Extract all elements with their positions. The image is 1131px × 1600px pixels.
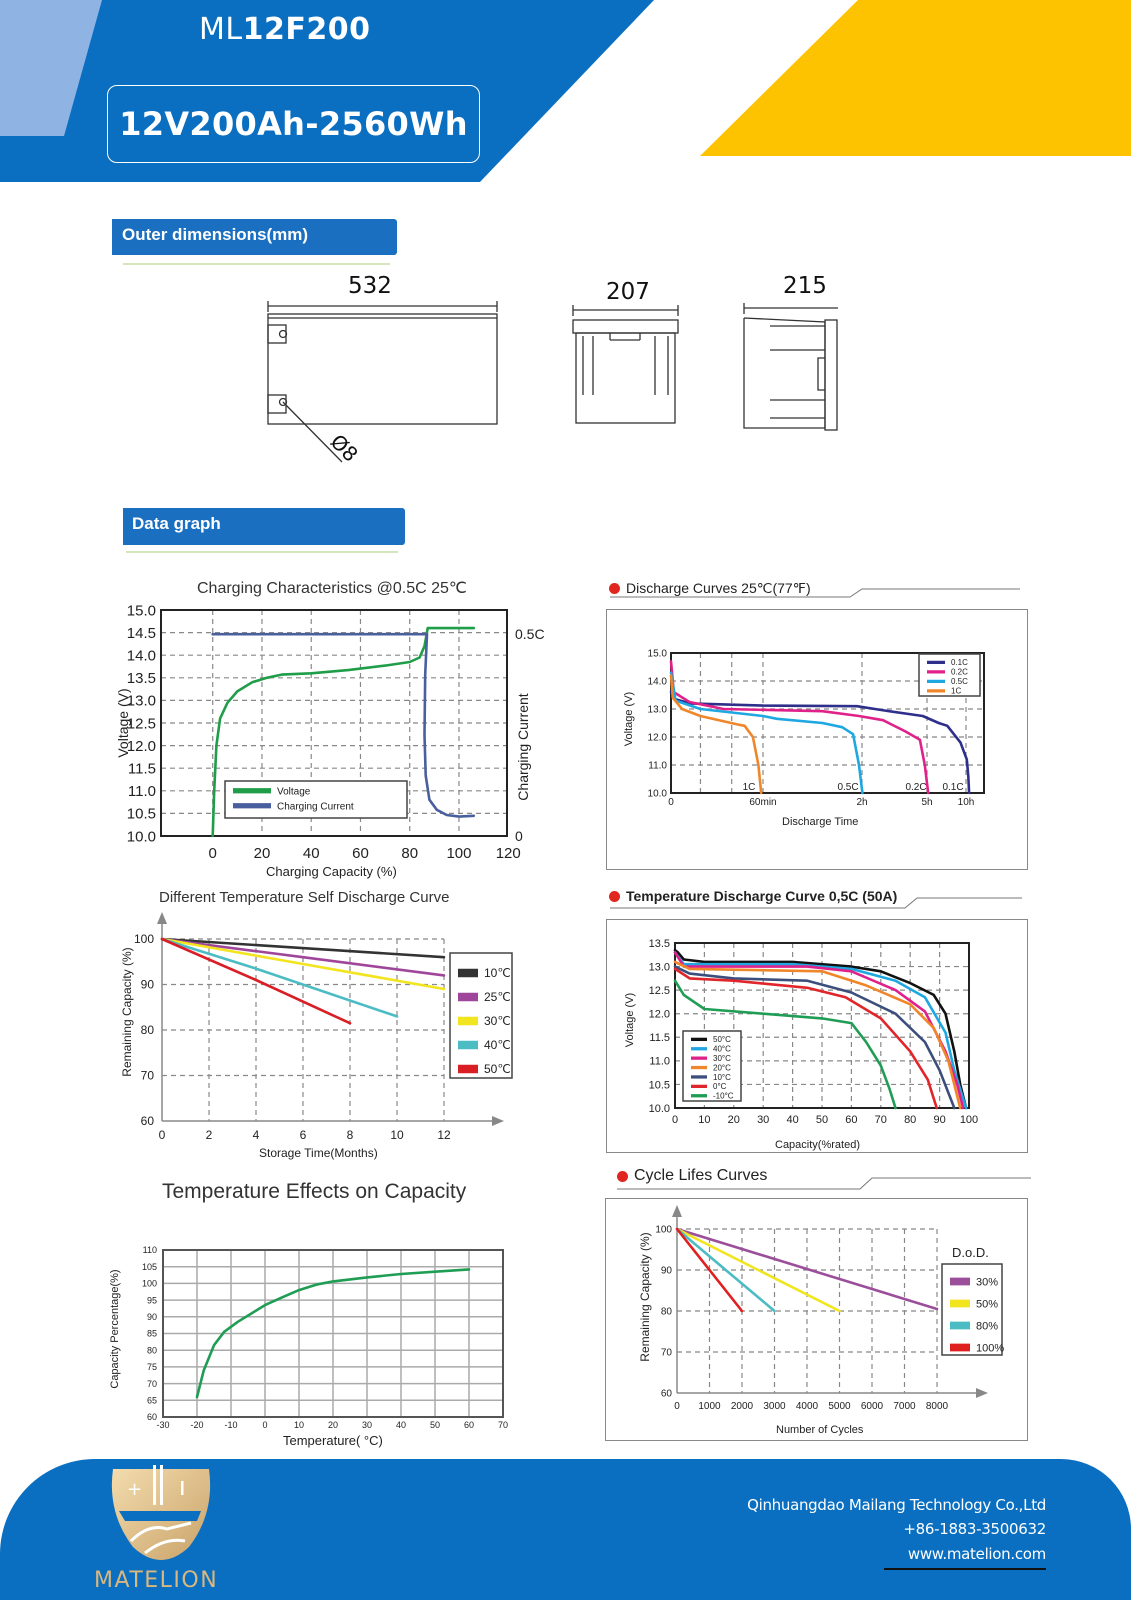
- header-yellow-accent: [700, 0, 1131, 156]
- cycle-panel: [605, 1198, 1028, 1441]
- website-underline: [884, 1568, 1046, 1570]
- discharge-panel: [606, 609, 1028, 870]
- battery-side-drawing: [572, 305, 679, 424]
- spec-badge: 12V200Ah-2560Wh: [107, 85, 480, 163]
- model-code: 12F200: [242, 12, 371, 47]
- y-axis-label: Remaining Capacity (%): [638, 1232, 652, 1362]
- temp-discharge-panel: [606, 919, 1028, 1153]
- discharge-header: Discharge Curves 25℃(77℉): [609, 580, 811, 597]
- model-prefix: ML: [199, 12, 243, 47]
- company-name: Qinhuangdao Mailang Technology Co.,Ltd: [747, 1496, 1046, 1514]
- x-axis-label: Number of Cycles: [776, 1424, 864, 1436]
- header-light-blue-accent: [0, 0, 102, 136]
- y2-axis-label: Charging Current: [515, 693, 531, 801]
- panel-header-line: [617, 1177, 1031, 1190]
- y-axis-label: Capacity Percentage(%): [109, 1269, 121, 1389]
- matelion-logo-icon: +: [111, 1465, 211, 1560]
- section-data-graph: Data graph: [123, 508, 405, 545]
- dimension-height: 215: [783, 273, 827, 299]
- x-axis-label: Temperature( °C): [283, 1433, 383, 1448]
- x-axis-label: Storage Time(Months): [259, 1146, 378, 1160]
- dimension-width: 207: [606, 279, 650, 305]
- chart-title: Temperature Discharge Curve 0,5C (50A): [626, 888, 898, 904]
- website-link[interactable]: www.matelion.com: [907, 1545, 1046, 1563]
- y-axis-label: Voltage (V): [624, 992, 636, 1048]
- x-axis-label: Charging Capacity (%): [266, 864, 397, 879]
- section-outer-dimensions: Outer dimensions(mm): [112, 219, 397, 255]
- x-axis-label: Capacity(%rated): [775, 1139, 860, 1151]
- charging-title: Charging Characteristics @0.5C 25℃: [197, 580, 467, 597]
- model-number: ML12F200: [199, 12, 370, 47]
- y-axis-label: Remaining Capacity (%): [120, 947, 134, 1077]
- bullet-icon: [609, 583, 620, 594]
- header-blue-band: [0, 0, 654, 182]
- chart-title: Cycle Lifes Curves: [634, 1167, 768, 1184]
- y-axis-label: Voltage (V): [623, 691, 635, 747]
- bullet-icon: [617, 1170, 628, 1182]
- cycle-header: Cycle Lifes Curves: [617, 1167, 767, 1185]
- legend-title: D.o.D.: [952, 1245, 989, 1260]
- panel-header-line: [610, 588, 1020, 598]
- phone-number: +86-1883-3500632: [903, 1520, 1046, 1538]
- panel-header-line: [610, 897, 1022, 909]
- battery-end-drawing: [743, 303, 838, 431]
- bullet-icon: [609, 890, 620, 902]
- chart-title: Discharge Curves 25℃(77℉): [626, 580, 811, 596]
- svg-text:+: +: [127, 1479, 142, 1500]
- battery-front-drawing: [267, 301, 498, 463]
- temp-discharge-header: Temperature Discharge Curve 0,5C (50A): [609, 888, 897, 904]
- x-axis-label: Discharge Time: [782, 816, 859, 828]
- self-discharge-title: Different Temperature Self Discharge Cur…: [159, 889, 450, 906]
- temp-effects-title: Temperature Effects on Capacity: [162, 1180, 467, 1203]
- dimension-length: 532: [348, 273, 392, 299]
- y-axis-label: Voltage (V): [115, 688, 131, 758]
- brand-name: MATELION: [94, 1568, 219, 1593]
